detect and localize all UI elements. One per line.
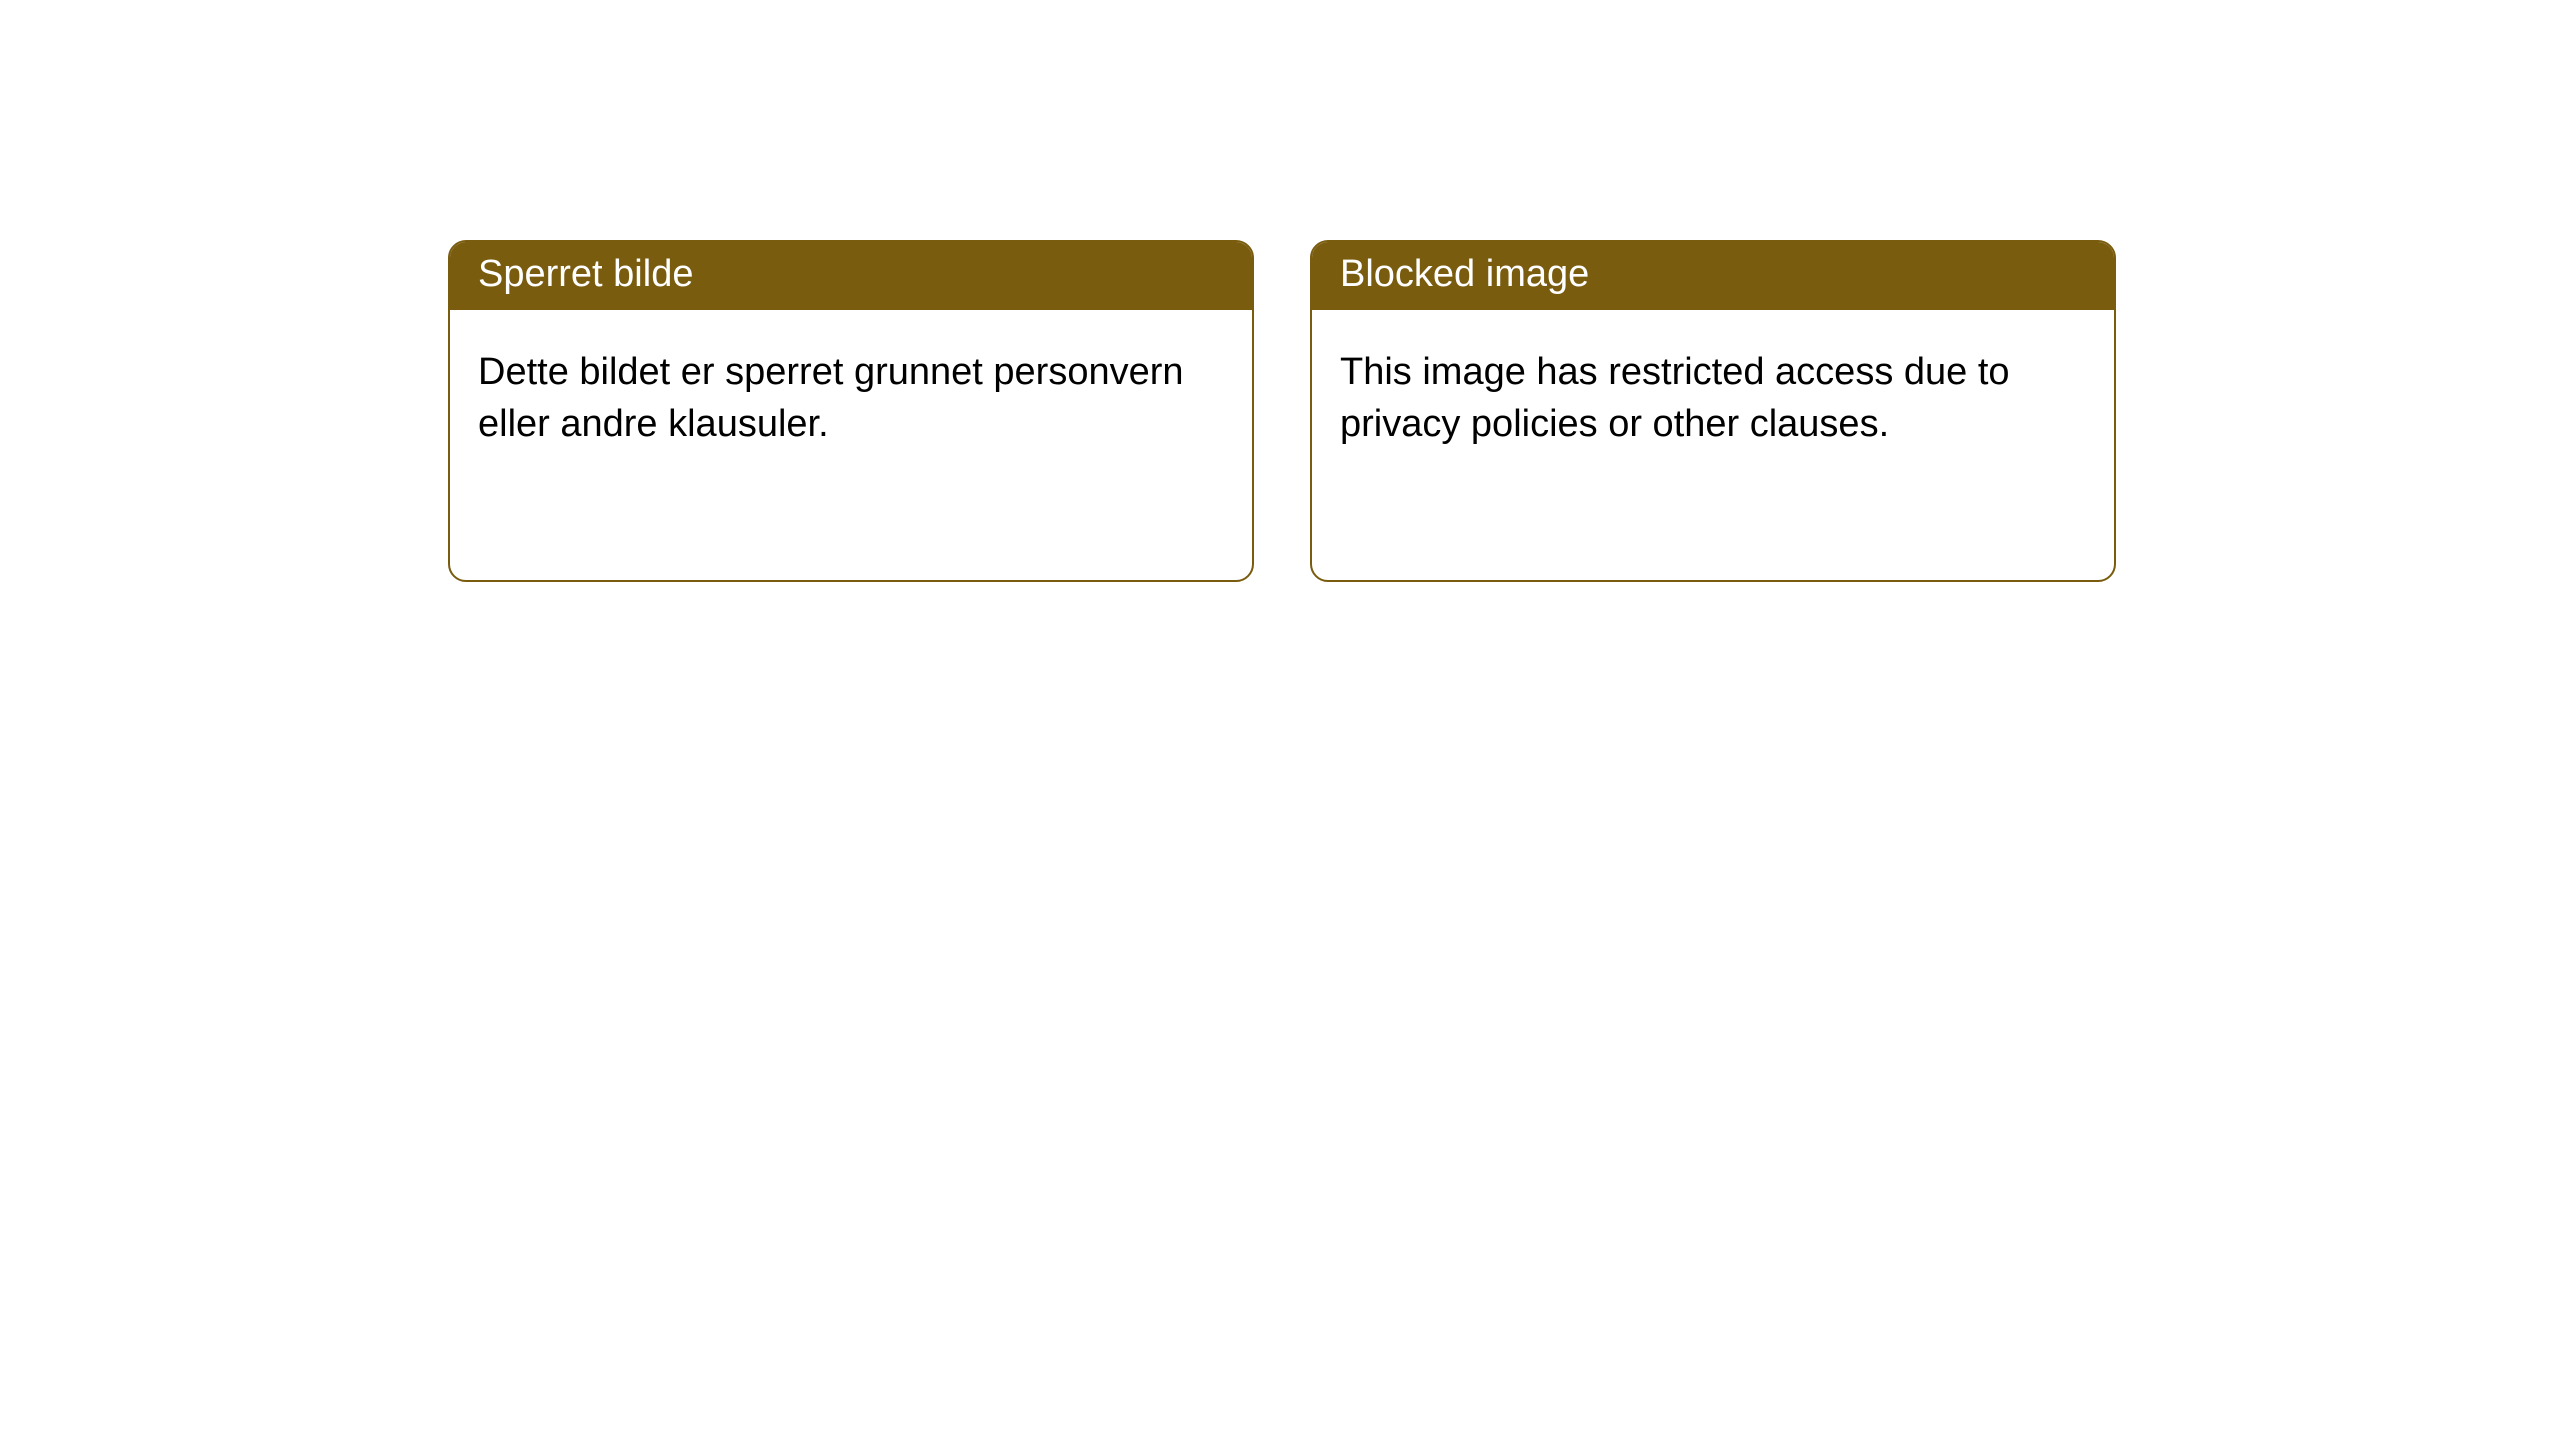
notice-text-english: This image has restricted access due to … bbox=[1340, 351, 2010, 445]
notice-container: Sperret bilde Dette bildet er sperret gr… bbox=[0, 0, 2560, 582]
notice-text-norwegian: Dette bildet er sperret grunnet personve… bbox=[478, 351, 1184, 445]
notice-body-norwegian: Dette bildet er sperret grunnet personve… bbox=[450, 310, 1252, 580]
notice-body-english: This image has restricted access due to … bbox=[1312, 310, 2114, 580]
notice-header-english: Blocked image bbox=[1312, 242, 2114, 310]
notice-title-norwegian: Sperret bilde bbox=[478, 253, 693, 295]
notice-card-english: Blocked image This image has restricted … bbox=[1310, 240, 2116, 582]
notice-header-norwegian: Sperret bilde bbox=[450, 242, 1252, 310]
notice-card-norwegian: Sperret bilde Dette bildet er sperret gr… bbox=[448, 240, 1254, 582]
notice-title-english: Blocked image bbox=[1340, 253, 1589, 295]
